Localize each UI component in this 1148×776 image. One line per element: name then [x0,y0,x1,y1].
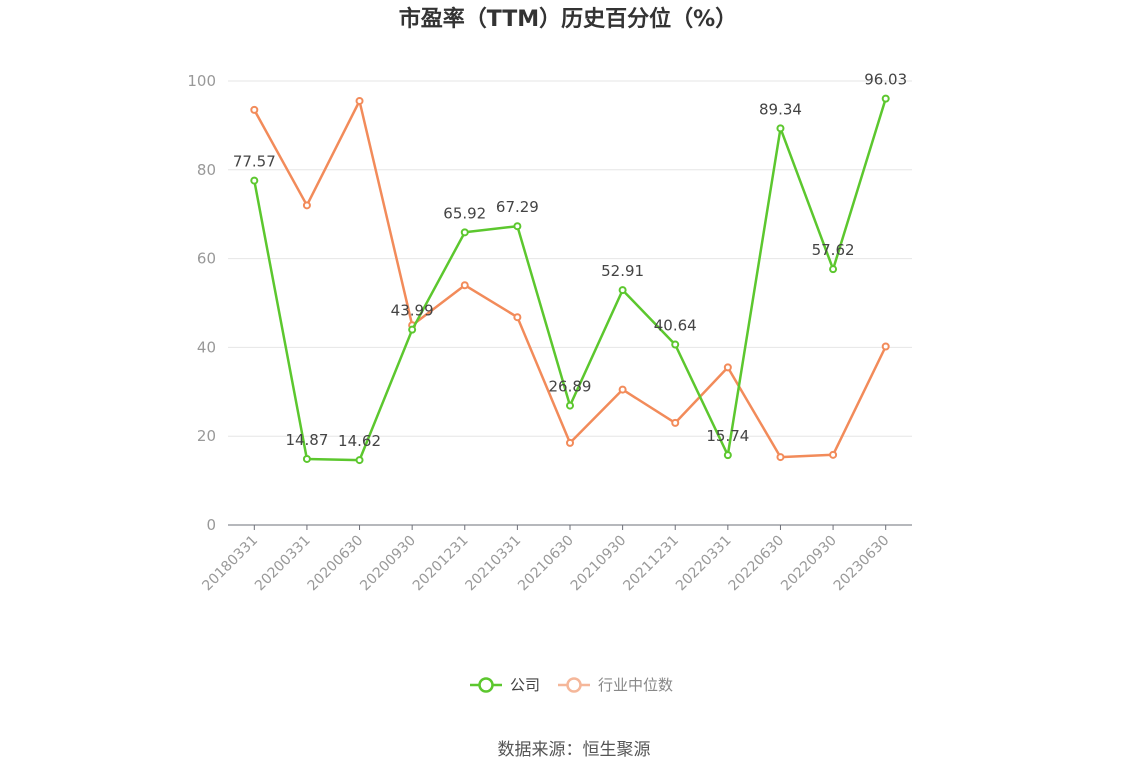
x-tick-label: 20200630 [305,533,367,595]
legend-item-0[interactable]: 公司 [470,676,540,694]
x-axis: 2018033120200331202006302020093020201231… [199,524,912,595]
x-tick-label: 20220331 [673,533,735,595]
series-point-0[interactable] [881,94,890,103]
x-tick-label: 20201231 [410,533,472,595]
y-tick-label: 40 [197,338,216,356]
series-point-0[interactable] [723,451,732,460]
x-tick-label: 20200331 [252,533,314,595]
series-point-1[interactable] [355,96,364,105]
legend-item-1[interactable]: 行业中位数 [558,676,673,694]
data-label: 26.89 [549,378,592,396]
series-point-1[interactable] [618,385,627,394]
series-point-1[interactable] [513,313,522,322]
series-point-1[interactable] [723,363,732,372]
data-label: 14.87 [285,431,328,449]
series-point-1[interactable] [566,438,574,447]
x-tick-label: 20210331 [463,533,525,595]
series-point-0[interactable] [566,401,574,410]
legend-marker [478,677,494,693]
chart-title: 市盈率（TTM）历史百分位（%） [399,6,737,32]
data-label: 65.92 [443,204,486,222]
x-tick-label: 20180331 [199,533,261,595]
series-point-0[interactable] [513,222,522,231]
data-label: 67.29 [496,198,539,216]
legend[interactable]: 公司 行业中位数 [470,676,673,694]
series-point-0[interactable] [618,286,627,295]
series-point-1[interactable] [776,453,785,462]
y-tick-label: 60 [197,250,216,268]
series-point-0[interactable] [250,176,259,185]
series-point-1[interactable] [671,418,680,427]
x-tick-label: 20211231 [620,533,682,595]
source-note: 数据来源：恒生聚源 [498,740,651,760]
series-point-1[interactable] [460,281,469,290]
data-label: 96.03 [864,71,907,89]
x-tick-label: 20200930 [357,533,419,595]
y-tick-label: 0 [206,516,216,534]
data-label: 40.64 [654,317,697,335]
data-label: 89.34 [759,100,802,118]
data-label: 57.62 [812,241,855,259]
data-label: 15.74 [706,427,749,445]
series-point-1[interactable] [302,201,311,210]
series-point-1[interactable] [250,105,259,114]
plot-area [250,94,890,465]
series-point-1[interactable] [829,450,838,459]
x-tick-label: 20230630 [831,533,893,595]
x-tick-label: 20220930 [778,533,840,595]
data-label: 52.91 [601,262,644,280]
legend-label: 行业中位数 [598,676,673,694]
series-point-0[interactable] [460,228,469,237]
x-tick-label: 20210630 [515,533,577,595]
y-tick-label: 20 [197,427,216,445]
grid [228,80,912,437]
series-point-0[interactable] [408,325,417,334]
series-point-0[interactable] [355,456,364,465]
x-tick-label: 20210930 [568,533,630,595]
data-labels: 77.57 14.87 14.62 43.99 65.92 67.29 26.89 52.91… [233,71,907,450]
data-label: 77.57 [233,153,276,171]
legend-label: 公司 [510,676,540,694]
data-label: 14.62 [338,432,381,450]
x-tick-label: 20220630 [726,533,788,595]
y-axis: 0 20 40 60 80 100 [187,72,216,534]
series-point-0[interactable] [671,340,680,349]
y-tick-label: 80 [197,161,216,179]
series-point-0[interactable] [776,124,785,133]
y-tick-label: 100 [187,72,216,90]
series-point-0[interactable] [302,454,311,463]
series-point-0[interactable] [829,265,838,274]
series-point-1[interactable] [881,342,890,351]
legend-marker [566,677,582,693]
data-label: 43.99 [391,302,434,320]
